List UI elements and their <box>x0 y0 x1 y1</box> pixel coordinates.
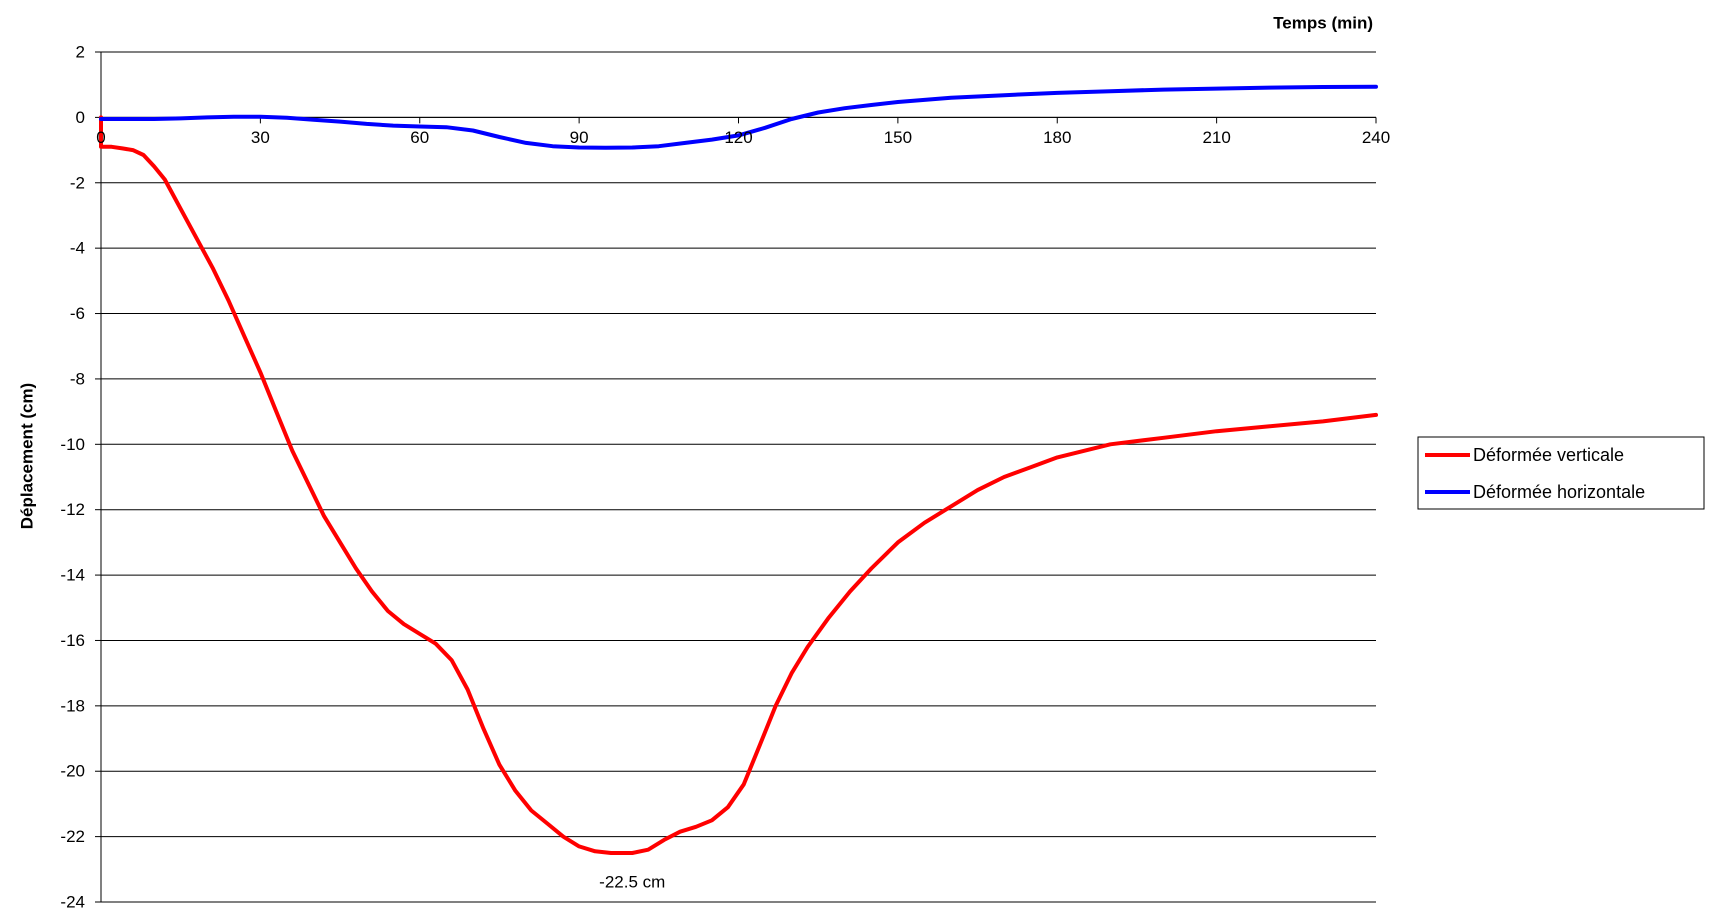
tick-labels: 2 0 -2 -4 -6 -8 -10 -12 -14 -16 -18 -20 -22 -24 0 30 60 9… <box>60 42 1390 911</box>
x-tick-label: 0 <box>96 128 105 147</box>
series-line-horizontal <box>99 84 1378 150</box>
x-axis-title: Temps (min) <box>1273 13 1373 32</box>
y-tick-label: -4 <box>70 239 85 258</box>
x-tick-label: 60 <box>410 128 429 147</box>
y-tick-label: -18 <box>60 696 85 715</box>
y-tick-label: -2 <box>70 173 85 192</box>
gridlines <box>101 51 1376 903</box>
legend-label-horizontal: Déformée horizontale <box>1473 482 1645 502</box>
y-tick-label: -14 <box>60 566 85 585</box>
x-tick-label: 180 <box>1043 128 1071 147</box>
legend-label-vertical: Déformée verticale <box>1473 445 1624 465</box>
y-axis-title: Déplacement (cm) <box>17 383 36 529</box>
y-tick-label: 2 <box>76 42 85 61</box>
series-line-vertical <box>99 115 1378 855</box>
x-tick-label: 90 <box>570 128 589 147</box>
y-tick-label: -8 <box>70 369 85 388</box>
x-tick-label: 210 <box>1202 128 1230 147</box>
x-tick-label: 120 <box>724 128 752 147</box>
y-tick-label: -22 <box>60 827 85 846</box>
y-tick-label: 0 <box>76 108 85 127</box>
y-tick-label: -12 <box>60 500 85 519</box>
minimum-annotation: -22.5 cm <box>599 872 665 891</box>
y-tick-label: -10 <box>60 435 85 454</box>
axes <box>95 51 1377 903</box>
legend-box <box>1417 436 1705 510</box>
y-tick-label: -24 <box>60 892 85 911</box>
x-tick-label: 150 <box>884 128 912 147</box>
x-tick-label: 240 <box>1362 128 1390 147</box>
series-lines <box>99 84 1378 855</box>
legend: Déformée verticale Déformée horizontale <box>1417 436 1705 510</box>
y-tick-label: -6 <box>70 304 85 323</box>
x-tick-label: 30 <box>251 128 270 147</box>
y-tick-label: -20 <box>60 762 85 781</box>
y-tick-label: -16 <box>60 631 85 650</box>
